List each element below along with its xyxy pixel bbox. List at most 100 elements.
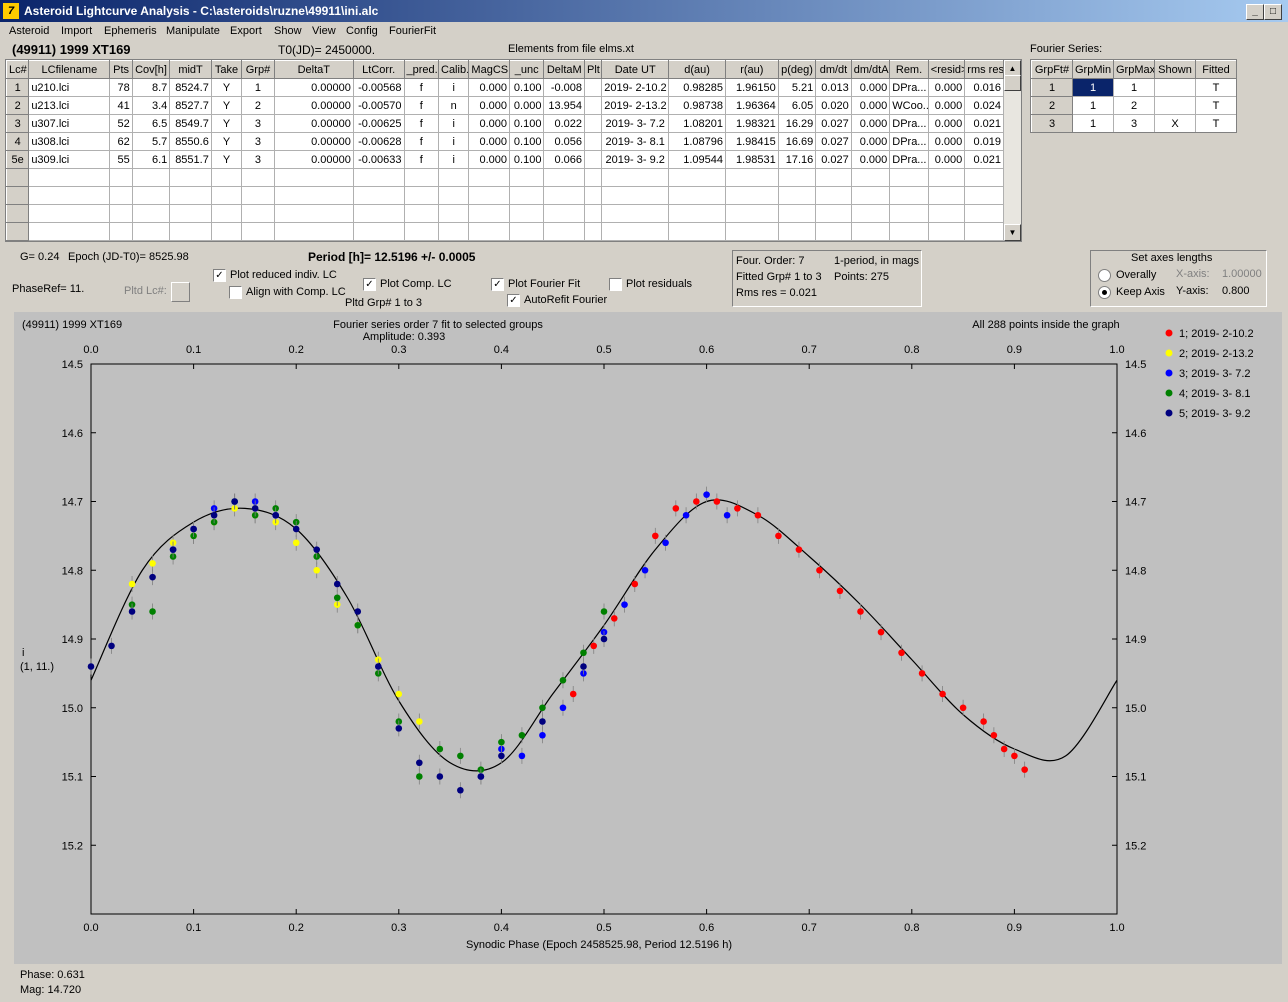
lc-cell[interactable] [964,204,1004,223]
menu-fourierfit[interactable]: FourierFit [389,25,437,37]
lc-cell[interactable] [543,168,586,187]
lc-cell[interactable]: 0.013 [815,78,852,97]
lc-cell[interactable]: 0.98738 [668,96,726,115]
lc-cell[interactable]: DPra... [889,150,929,169]
lc-cell[interactable]: 1.96150 [724,78,779,97]
lc-cell[interactable] [6,168,30,187]
lc-cell[interactable] [28,186,111,205]
lc-cell[interactable]: f [403,78,440,97]
lc-cell[interactable]: 62 [109,132,133,151]
lc-cell[interactable] [584,132,603,151]
lc-col-header[interactable]: Lc# [6,60,30,79]
lc-cell[interactable] [468,186,510,205]
lc-cell[interactable]: 3 [241,150,275,169]
lc-cell[interactable] [927,168,966,187]
fourier-col-header[interactable]: GrpMax [1113,60,1155,79]
menu-view[interactable]: View [312,25,336,37]
lc-cell[interactable]: 1 [6,78,30,97]
lc-cell[interactable]: 0.000 [468,114,510,133]
lc-cell[interactable]: -0.00568 [352,78,405,97]
lc-cell[interactable] [584,114,603,133]
lc-cell[interactable]: 8524.7 [169,78,212,97]
lc-cell[interactable]: 0.021 [964,114,1004,133]
lc-cell[interactable] [584,186,603,205]
lc-cell[interactable]: 1.08796 [668,132,726,151]
lc-cell[interactable] [601,204,670,223]
lc-cell[interactable] [964,168,1004,187]
fourier-cell[interactable]: T [1195,96,1236,115]
plot-panel[interactable]: 0.0 0.0 0.1 0.1 0.2 0.2 0.3 0.3 0.4 0.4 0.5 0.5 0.6 0… [14,312,1282,964]
lc-cell[interactable]: 8527.7 [169,96,212,115]
lc-cell[interactable]: 0.000 [927,78,966,97]
lc-cell[interactable]: 0.027 [815,150,852,169]
lc-cell[interactable]: f [403,132,440,151]
lc-cell[interactable]: 0.100 [508,114,545,133]
lc-cell[interactable]: 0.100 [508,78,545,97]
lc-cell[interactable] [815,222,852,241]
lc-cell[interactable]: 0.000 [927,96,966,115]
lc-cell[interactable]: 0.066 [543,150,586,169]
lc-cell[interactable]: Y [210,150,243,169]
menu-config[interactable]: Config [346,25,378,37]
maximize-button[interactable]: □ [1264,4,1282,20]
lc-cell[interactable]: 0.000 [468,96,510,115]
lc-col-header[interactable]: _pred. [403,60,440,79]
lc-cell[interactable] [508,204,545,223]
lc-col-header[interactable]: MagCS [468,60,510,79]
lc-cell[interactable]: 3 [6,114,30,133]
lc-cell[interactable]: 1.09544 [668,150,726,169]
lc-cell[interactable]: 0.000 [927,132,966,151]
lc-cell[interactable]: 0.000 [927,150,966,169]
lc-cell[interactable] [241,222,275,241]
lc-cell[interactable] [468,168,510,187]
lc-table-row[interactable]: 2 u213.lci 41 3.4 8527.7 Y 2 0.00000 -0.00570 f n 0… [6,96,1004,115]
menu-import[interactable]: Import [61,25,93,37]
lc-cell[interactable] [352,186,405,205]
lc-cell[interactable] [668,168,726,187]
lc-cell[interactable] [28,168,111,187]
lc-cell[interactable]: 2 [241,96,275,115]
fourier-col-header[interactable]: Shown [1154,60,1196,79]
lc-col-header[interactable]: rms res [964,60,1004,79]
lc-cell[interactable] [131,222,171,241]
lc-cell[interactable]: 2019- 3- 9.2 [601,150,670,169]
fourier-cell[interactable]: 1 [1072,114,1114,132]
lc-col-header[interactable]: r(au) [724,60,779,79]
lc-cell[interactable] [437,204,470,223]
lc-cell[interactable] [28,204,111,223]
yaxis-value[interactable]: 0.800 [1222,285,1250,297]
lc-cell[interactable] [584,96,603,115]
minimize-button[interactable]: _ [1246,4,1264,20]
lc-cell[interactable]: 0.019 [964,132,1004,151]
lc-cell[interactable]: Y [210,78,243,97]
lc-cell[interactable] [927,222,966,241]
lc-cell[interactable]: 13.954 [543,96,586,115]
autorefit-checkbox[interactable]: ✓ [507,294,520,307]
lc-cell[interactable] [815,186,852,205]
lc-cell[interactable]: 0.00000 [273,96,354,115]
lc-cell[interactable] [601,222,670,241]
lc-cell[interactable]: 0.000 [468,150,510,169]
lc-cell[interactable] [241,204,275,223]
lc-cell[interactable] [210,222,243,241]
lc-cell[interactable]: -0.00633 [352,150,405,169]
fourier-cell[interactable] [1154,96,1196,115]
lc-cell[interactable] [437,222,470,241]
lc-cell[interactable] [437,168,470,187]
plot-residuals-checkbox[interactable] [609,278,622,291]
lc-cell[interactable] [468,204,510,223]
lc-cell[interactable]: 1.08201 [668,114,726,133]
lc-cell[interactable]: 0.024 [964,96,1004,115]
lc-cell[interactable] [403,168,440,187]
lc-cell[interactable]: 8550.6 [169,132,212,151]
lc-cell[interactable]: i [437,150,470,169]
lc-cell[interactable] [964,186,1004,205]
menu-export[interactable]: Export [230,25,262,37]
fourier-cell[interactable]: 3 [1113,114,1155,132]
lc-cell[interactable]: 16.69 [777,132,817,151]
lc-cell[interactable]: 0.027 [815,114,852,133]
lc-col-header[interactable]: DeltaT [273,60,354,79]
lc-col-header[interactable]: LCfilename [28,60,111,79]
lc-cell[interactable]: 17.16 [777,150,817,169]
